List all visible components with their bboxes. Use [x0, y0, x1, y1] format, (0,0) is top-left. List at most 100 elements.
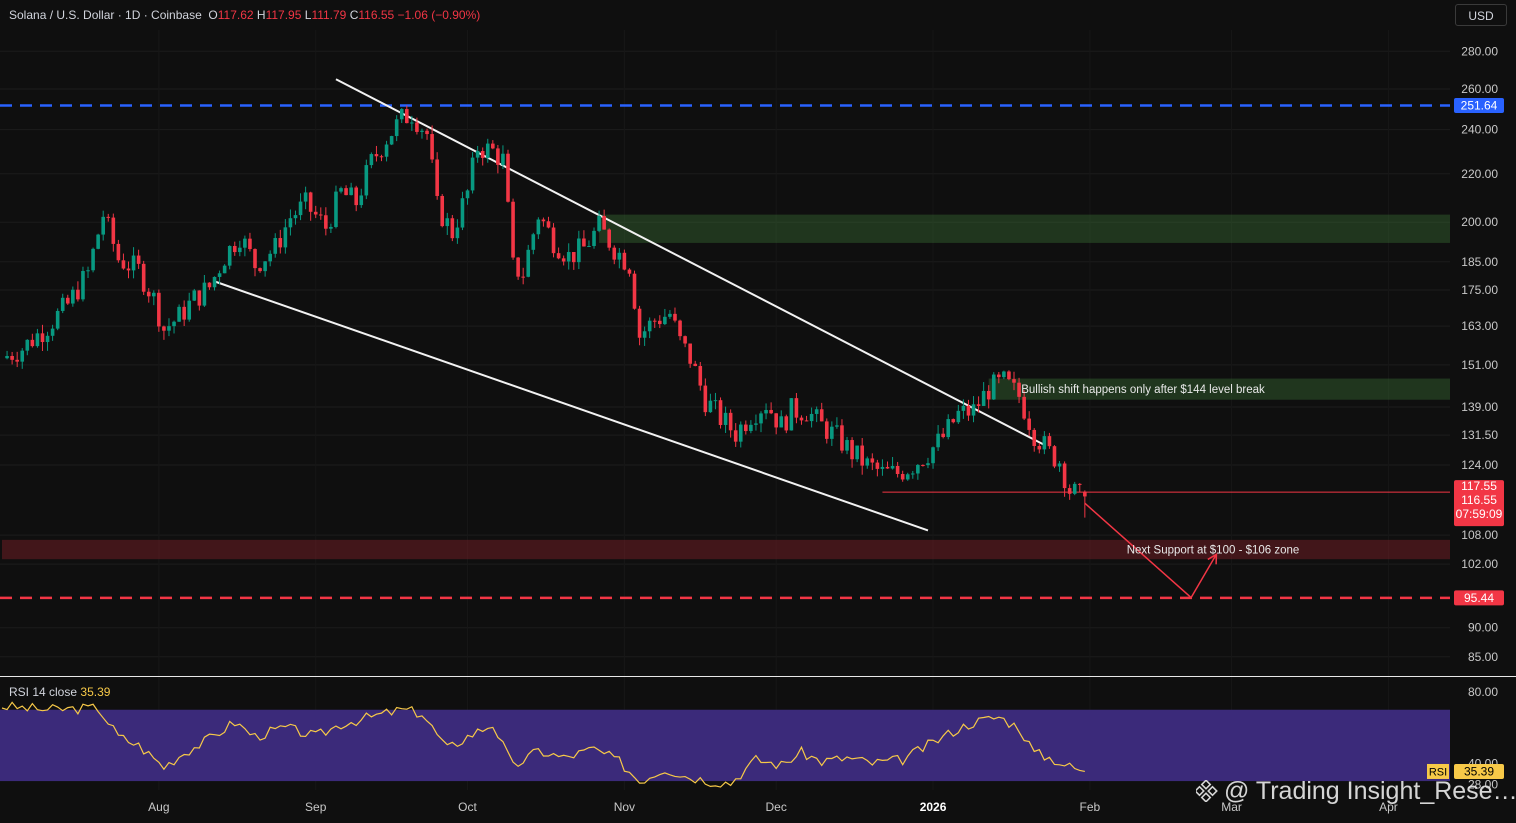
rsi-band [0, 709, 1450, 782]
candle-body [683, 336, 687, 344]
trend-lines[interactable] [214, 78, 1045, 532]
candle-body [339, 188, 343, 192]
time-tick-label: Feb [1080, 800, 1101, 814]
candle-body [824, 421, 829, 439]
rsi-header-value: 35.39 [80, 685, 111, 699]
arrow-head [1207, 552, 1218, 565]
price-axis[interactable]: 280.00 260.00 240.00 220.00 200.00 185.00 175.… [1427, 44, 1504, 792]
candle-body [546, 221, 551, 228]
candle-body [450, 218, 455, 239]
candle-body [192, 290, 197, 301]
time-tick-label: Sep [305, 800, 327, 814]
candle-body [1057, 463, 1062, 467]
candle-body [131, 255, 136, 271]
candle-body [678, 320, 682, 337]
candle-body [182, 306, 186, 320]
candle-body [106, 216, 111, 218]
candle-body [91, 248, 95, 271]
low-value: 111.79 [311, 8, 347, 22]
symbol-title[interactable]: Solana / U.S. Dollar · 1D · Coinbase [9, 8, 202, 22]
candle-body [455, 227, 460, 239]
currency-button[interactable]: USD [1455, 4, 1507, 26]
candle-body [354, 187, 358, 206]
candle-body [587, 246, 591, 248]
candle-body [20, 350, 25, 362]
rsi-line[interactable] [1, 701, 1085, 788]
projection-arrow[interactable] [1084, 502, 1218, 599]
candle-body [369, 154, 374, 166]
rsi-value-bg [1454, 763, 1504, 779]
open-label: O [208, 8, 218, 22]
candle-body [890, 465, 895, 469]
candle-body [334, 191, 338, 227]
candle-body [956, 410, 961, 423]
candle-body [1077, 483, 1082, 485]
candle-body [293, 215, 298, 219]
candle-body [602, 216, 606, 230]
price-tick-label: 124.00 [1461, 458, 1498, 472]
candle-body [804, 420, 809, 422]
price-tick-label: 185.00 [1461, 255, 1498, 269]
candle-body [501, 153, 505, 165]
candle-body [399, 109, 404, 120]
candle-body [916, 464, 920, 474]
candle-body [394, 119, 399, 137]
price-tick-label: 151.00 [1461, 358, 1498, 372]
rsi-tick-label: 80.00 [1468, 685, 1498, 699]
gridlines [0, 30, 1516, 790]
candle-body [931, 447, 935, 464]
candle-body [283, 227, 288, 248]
support-zone [2, 539, 1450, 560]
candle-body [617, 252, 622, 260]
price-tick-label: 200.00 [1461, 215, 1498, 229]
candle-body [76, 289, 80, 300]
rsi-label-bg [1427, 763, 1449, 779]
candle-body [774, 413, 778, 428]
candle-body [971, 404, 976, 416]
candle-body [597, 216, 601, 231]
level-lines [0, 104, 1450, 600]
candle-body [35, 333, 40, 347]
candle-body [303, 192, 308, 202]
watermark: @ Trading Insight_Rese… [1196, 777, 1516, 806]
candle-body [541, 219, 546, 222]
candle-body [415, 122, 419, 132]
lower-channel-line[interactable] [214, 280, 929, 532]
candle-body [71, 289, 75, 304]
candle-body [116, 243, 121, 261]
candle-body [232, 245, 237, 253]
candle-body [531, 234, 536, 250]
candle-body [713, 400, 718, 402]
price-tick-label: 175.00 [1461, 283, 1498, 297]
time-axis[interactable]: Aug Sep Oct Nov Dec 2026 Feb Mar Apr [148, 800, 1398, 814]
candle-body [997, 374, 1001, 378]
candle-body [349, 187, 353, 196]
candle-body [374, 154, 379, 157]
candle-body [936, 433, 940, 448]
candle-body [698, 366, 703, 386]
candle-body [440, 195, 445, 227]
candle-body [1027, 418, 1031, 430]
price-tick-label: 163.00 [1461, 319, 1498, 333]
rsi-header[interactable]: RSI 14 close 35.39 [9, 685, 110, 699]
candle-body [480, 151, 485, 158]
candle-body [865, 458, 870, 466]
candle-body [273, 238, 278, 254]
candle-body [329, 226, 333, 229]
candle-body [1012, 379, 1016, 383]
candle-body [121, 260, 126, 269]
candle-body [167, 326, 171, 331]
candle-body [278, 238, 283, 248]
candle-body [981, 390, 986, 406]
candle-body [885, 466, 890, 469]
candle-body [491, 143, 495, 149]
candle-body [324, 215, 328, 229]
candle-body [1062, 463, 1067, 489]
candle-body [799, 417, 804, 421]
candle-body [430, 134, 434, 160]
candle-body [733, 430, 738, 442]
low-label: L [304, 8, 312, 22]
candle-body [1047, 436, 1052, 447]
upper-channel-line[interactable] [335, 78, 1045, 446]
